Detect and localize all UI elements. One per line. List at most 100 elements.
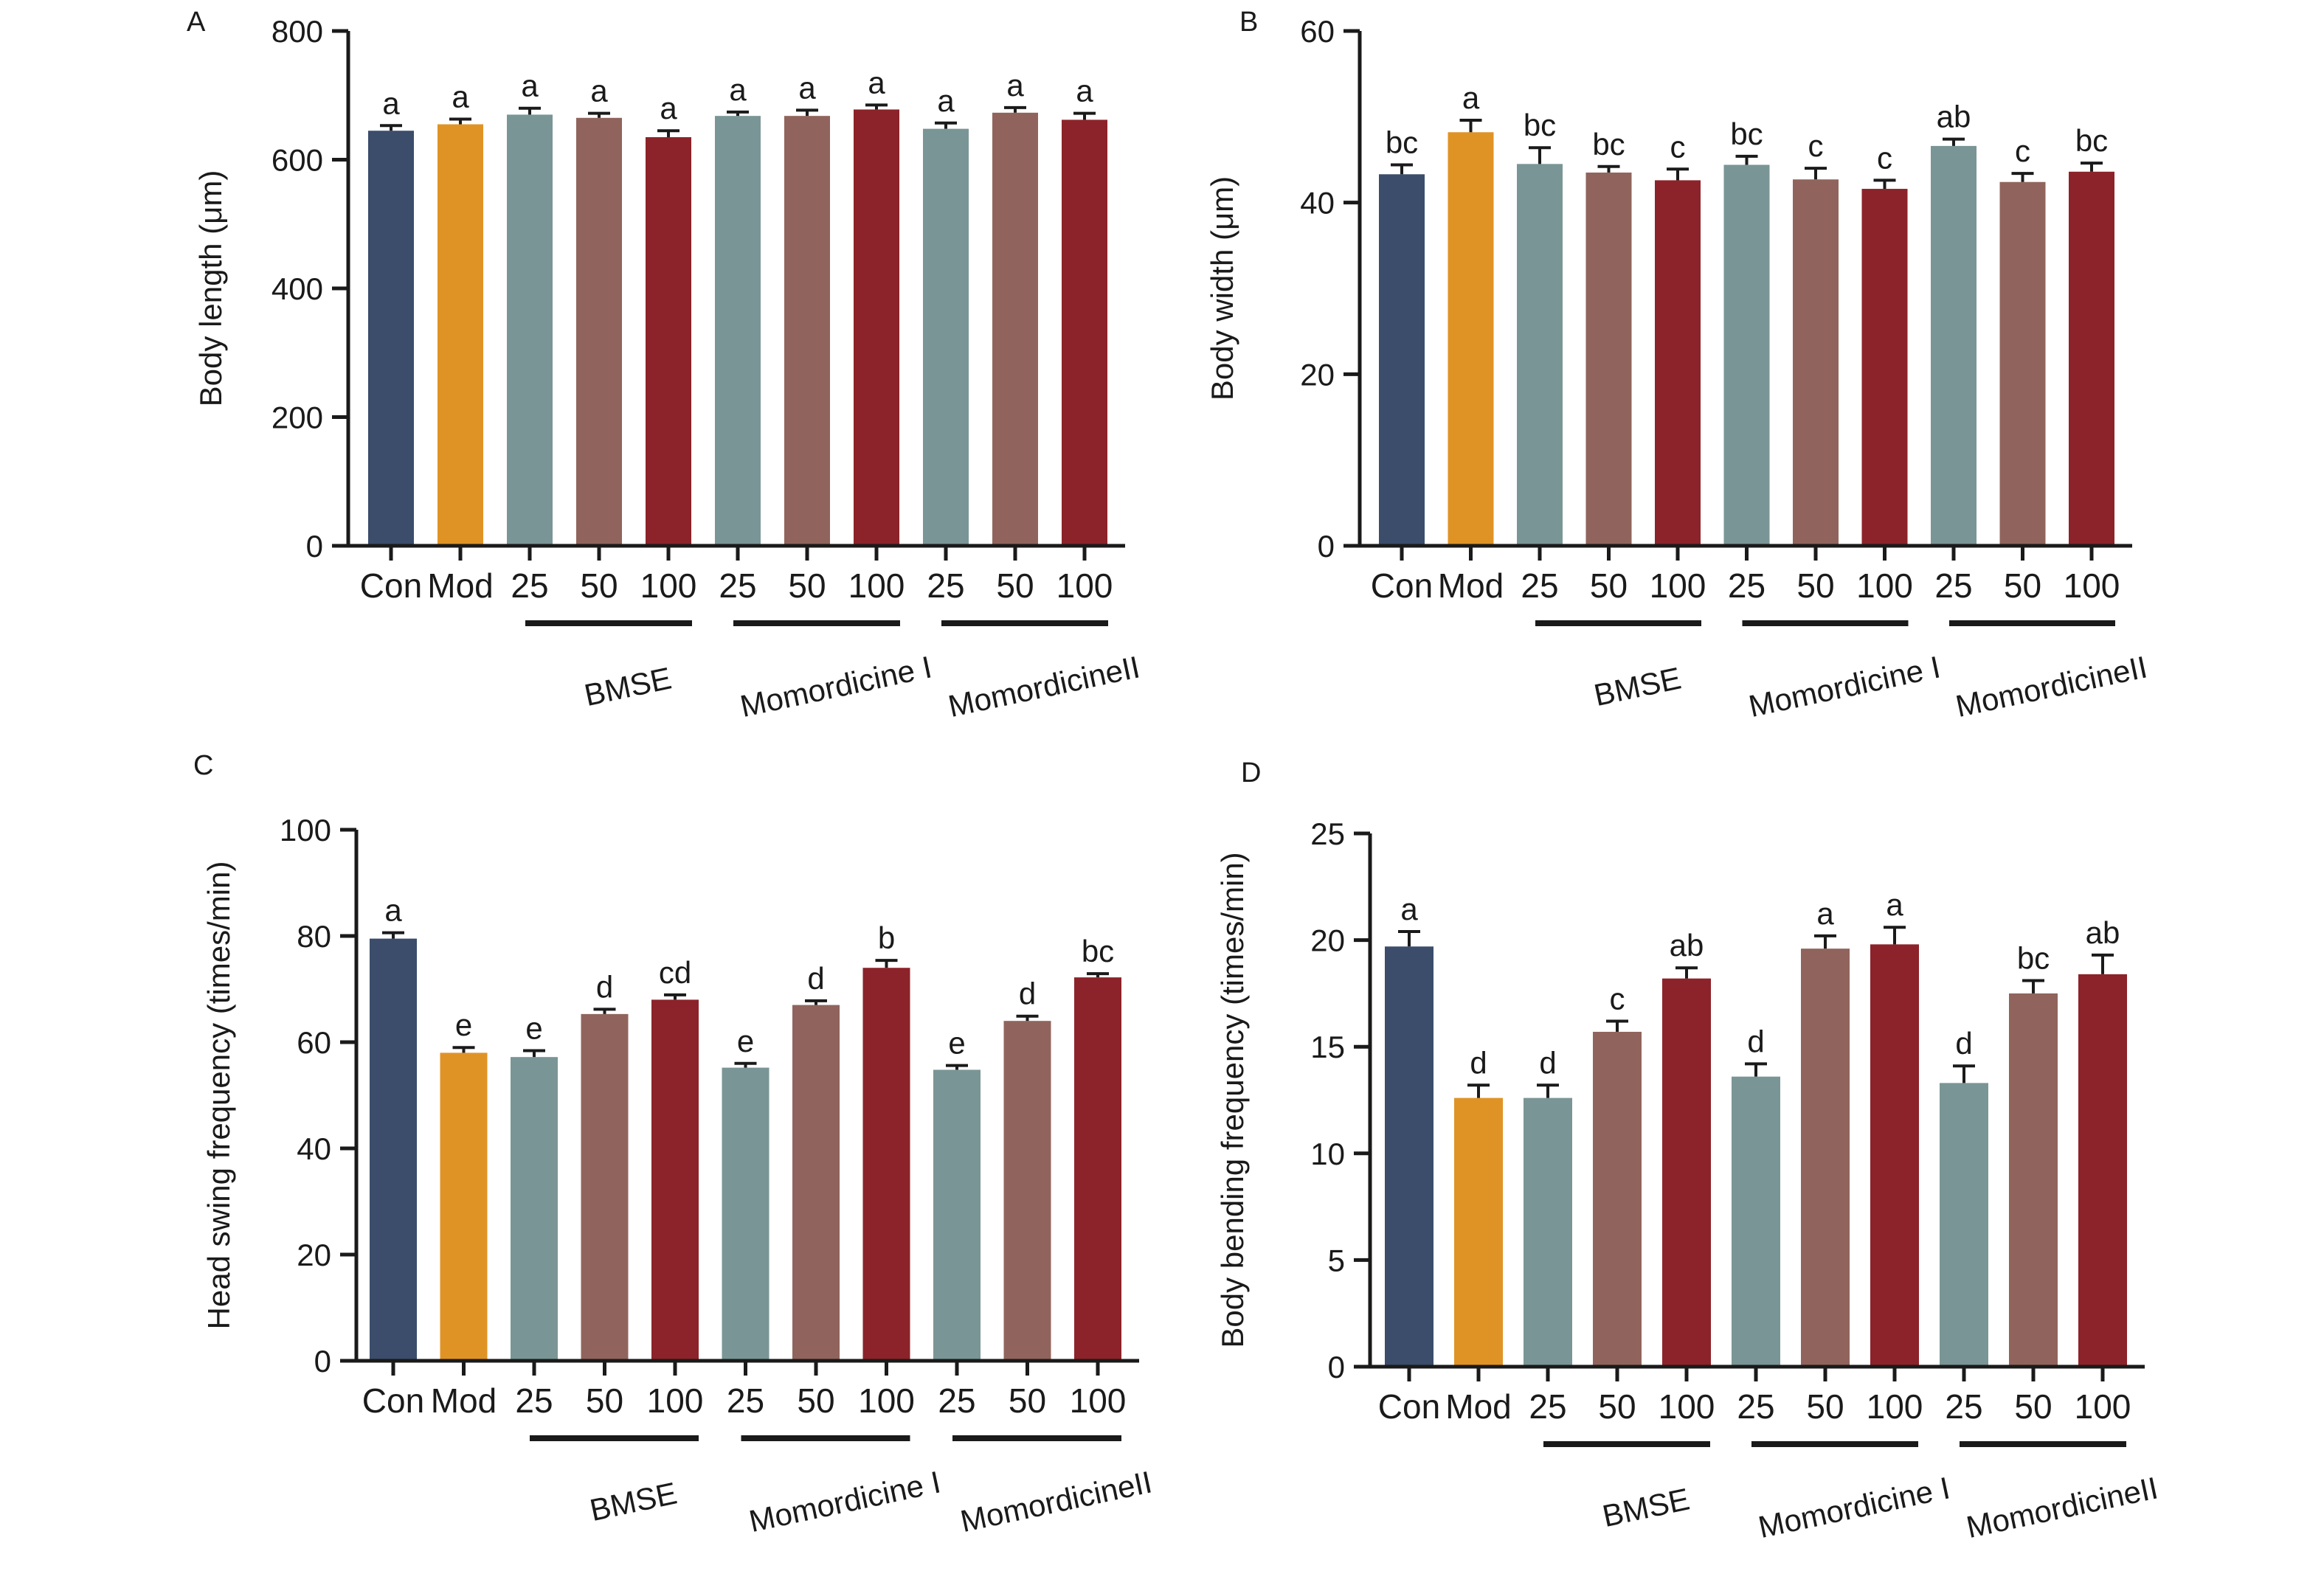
x-tick-label: Con	[1371, 566, 1433, 605]
x-tick-label: 25	[1945, 1387, 1982, 1426]
significance-letter: a	[1400, 892, 1418, 926]
bar	[992, 112, 1038, 546]
x-tick-label: Mod	[431, 1381, 497, 1420]
x-tick-label: 100	[647, 1381, 704, 1420]
significance-letter: c	[1670, 129, 1686, 164]
y-tick-label: 10	[1310, 1137, 1345, 1171]
x-tick-label: 100	[848, 566, 905, 605]
significance-letter: cd	[659, 955, 691, 990]
group-label: BMSE	[1600, 1481, 1692, 1533]
significance-letter: e	[525, 1011, 542, 1046]
bar	[1003, 1021, 1051, 1361]
y-tick-label: 0	[1318, 529, 1335, 563]
significance-letter: b	[878, 920, 895, 955]
panel-label-b: B	[1239, 7, 1258, 38]
bar	[511, 1057, 558, 1361]
significance-letter: a	[1076, 74, 1093, 108]
bar	[438, 124, 483, 546]
x-tick-label: 25	[719, 566, 756, 605]
x-tick-label: 50	[2014, 1387, 2052, 1426]
x-tick-label: 100	[1659, 1387, 1715, 1426]
bar	[1732, 1076, 1780, 1367]
bar	[1801, 949, 1850, 1367]
y-tick-label: 20	[1310, 923, 1345, 958]
bar	[1793, 179, 1839, 547]
bar	[440, 1052, 488, 1361]
panel-label-c: C	[193, 750, 213, 781]
significance-letter: ab	[1670, 928, 1704, 963]
x-tick-label: 25	[1521, 566, 1558, 605]
bar	[1655, 180, 1701, 547]
bar	[923, 128, 969, 546]
significance-letter: bc	[2075, 123, 2108, 158]
bar	[1593, 1031, 1642, 1367]
y-tick-label: 20	[1300, 357, 1335, 392]
significance-letter: a	[937, 83, 955, 118]
significance-letter: a	[1886, 887, 1903, 922]
bar	[1517, 164, 1563, 547]
significance-letter: ab	[2086, 915, 2120, 950]
x-tick-label: 50	[1806, 1387, 1844, 1426]
bar	[651, 999, 699, 1361]
x-tick-label: 100	[640, 566, 697, 605]
significance-letter: a	[729, 72, 747, 107]
y-axis-label: Body width (μm)	[1205, 176, 1239, 400]
y-tick-label: 40	[297, 1131, 331, 1166]
significance-letter: d	[596, 969, 613, 1004]
x-tick-label: Mod	[1445, 1387, 1511, 1426]
significance-letter: bc	[1730, 117, 1763, 151]
y-tick-label: 100	[280, 813, 331, 847]
group-label: BMSE	[581, 660, 674, 712]
significance-letter: c	[1808, 128, 1824, 163]
y-tick-label: 60	[1300, 14, 1335, 49]
bar	[715, 116, 761, 547]
x-tick-label: Con	[360, 566, 422, 605]
bar	[1723, 164, 1770, 547]
significance-letter: a	[590, 74, 608, 108]
bar	[1385, 946, 1434, 1367]
y-axis-label: Body bending frequency (times/min)	[1215, 852, 1250, 1348]
x-tick-label: Mod	[427, 566, 493, 605]
y-tick-label: 0	[314, 1344, 331, 1378]
y-tick-label: 20	[297, 1238, 331, 1272]
y-tick-label: 40	[1300, 186, 1335, 221]
significance-letter: d	[1019, 977, 1036, 1011]
x-tick-label: Con	[1378, 1387, 1440, 1426]
significance-letter: a	[798, 70, 816, 105]
bar	[507, 114, 553, 547]
significance-letter: bc	[1082, 934, 1114, 968]
bar	[1861, 189, 1908, 546]
x-tick-label: 100	[858, 1381, 915, 1420]
bar	[2078, 974, 2127, 1367]
panel-d: D 0 5 10 15 20 25 Body bending frequency (time…	[1215, 757, 2161, 1544]
bar	[2069, 171, 2114, 546]
panel-b: B 0 20 40 60 Body width (μm) bc Con a Mod bc 25 bc 5…	[1205, 7, 2150, 724]
bar	[1524, 1097, 1572, 1367]
x-tick-label: 100	[1070, 1381, 1127, 1420]
x-tick-label: 25	[938, 1381, 975, 1420]
group-label: BMSE	[587, 1475, 679, 1527]
panel-label-d: D	[1241, 757, 1261, 788]
bar	[370, 938, 417, 1361]
bar	[1870, 944, 1919, 1367]
x-tick-label: 100	[1856, 566, 1913, 605]
bar	[576, 117, 622, 547]
significance-letter: d	[1747, 1024, 1764, 1058]
x-tick-label: Con	[362, 1381, 424, 1420]
x-tick-label: 25	[511, 566, 548, 605]
x-tick-label: 25	[515, 1381, 553, 1420]
bar	[581, 1013, 629, 1361]
group-label: MomordicineII	[1963, 1470, 2161, 1544]
bar	[1062, 119, 1107, 546]
x-tick-label: 25	[1934, 566, 1972, 605]
significance-letter: a	[868, 65, 885, 100]
bar	[646, 136, 691, 546]
bar	[1585, 172, 1632, 546]
y-tick-label: 0	[1328, 1350, 1345, 1384]
significance-letter: a	[1462, 80, 1480, 115]
x-tick-label: 50	[996, 566, 1034, 605]
x-tick-label: Mod	[1438, 566, 1504, 605]
significance-letter: a	[384, 893, 402, 928]
significance-letter: e	[948, 1026, 965, 1061]
group-label: Momordicine I	[1755, 1470, 1953, 1544]
